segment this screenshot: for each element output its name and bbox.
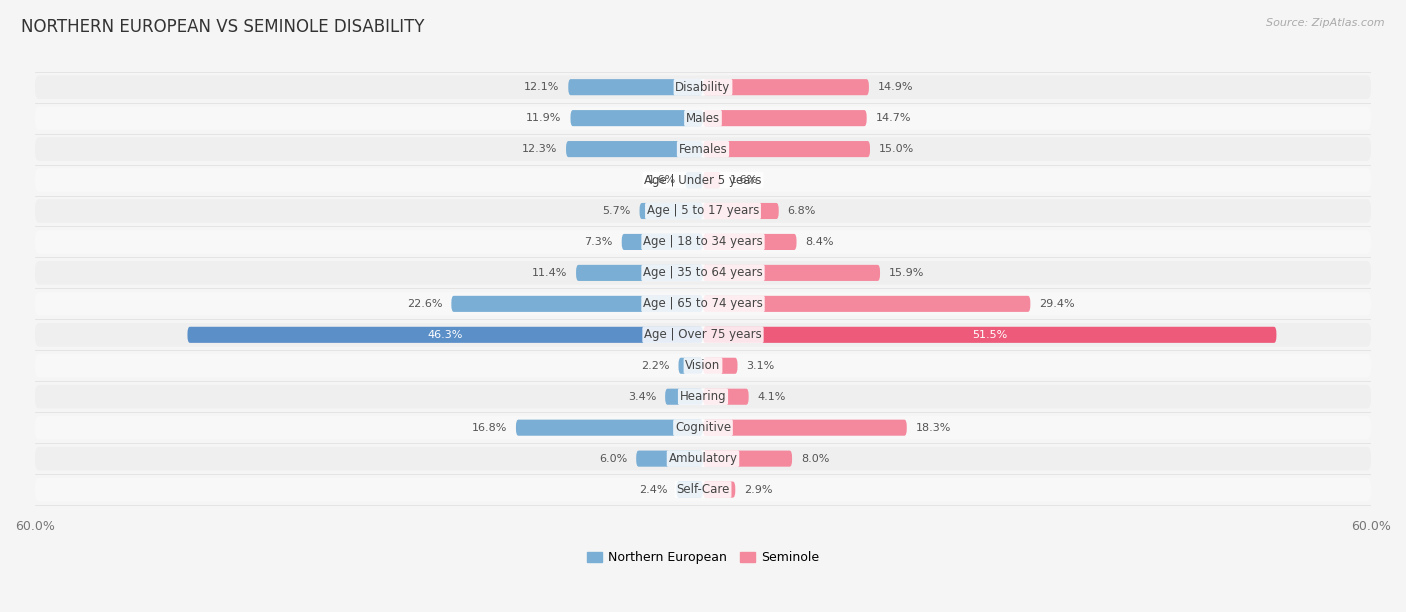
FancyBboxPatch shape [35, 75, 1371, 99]
Text: Age | 35 to 64 years: Age | 35 to 64 years [643, 266, 763, 280]
FancyBboxPatch shape [703, 420, 907, 436]
Text: 3.1%: 3.1% [747, 360, 775, 371]
FancyBboxPatch shape [35, 447, 1371, 471]
FancyBboxPatch shape [703, 389, 748, 405]
Text: Age | 18 to 34 years: Age | 18 to 34 years [643, 236, 763, 248]
FancyBboxPatch shape [35, 168, 1371, 192]
Text: 12.1%: 12.1% [524, 82, 560, 92]
FancyBboxPatch shape [35, 323, 1371, 346]
Text: Self-Care: Self-Care [676, 483, 730, 496]
FancyBboxPatch shape [703, 172, 721, 188]
FancyBboxPatch shape [703, 450, 792, 467]
FancyBboxPatch shape [35, 106, 1371, 130]
Text: Age | Under 5 years: Age | Under 5 years [644, 174, 762, 187]
FancyBboxPatch shape [703, 110, 866, 126]
Text: Males: Males [686, 111, 720, 125]
Text: Disability: Disability [675, 81, 731, 94]
FancyBboxPatch shape [571, 110, 703, 126]
Text: Hearing: Hearing [679, 390, 727, 403]
Text: 14.9%: 14.9% [877, 82, 914, 92]
FancyBboxPatch shape [703, 296, 1031, 312]
Text: 4.1%: 4.1% [758, 392, 786, 401]
FancyBboxPatch shape [35, 230, 1371, 254]
Text: Age | 65 to 74 years: Age | 65 to 74 years [643, 297, 763, 310]
FancyBboxPatch shape [676, 482, 703, 498]
Text: Vision: Vision [685, 359, 721, 372]
FancyBboxPatch shape [576, 265, 703, 281]
Text: 8.0%: 8.0% [801, 453, 830, 464]
FancyBboxPatch shape [35, 137, 1371, 161]
Text: Source: ZipAtlas.com: Source: ZipAtlas.com [1267, 18, 1385, 28]
Text: 5.7%: 5.7% [602, 206, 631, 216]
Text: 6.8%: 6.8% [787, 206, 815, 216]
Text: 11.9%: 11.9% [526, 113, 561, 123]
FancyBboxPatch shape [703, 79, 869, 95]
Text: 14.7%: 14.7% [876, 113, 911, 123]
FancyBboxPatch shape [703, 327, 1277, 343]
FancyBboxPatch shape [35, 292, 1371, 316]
FancyBboxPatch shape [679, 358, 703, 374]
FancyBboxPatch shape [665, 389, 703, 405]
Text: Cognitive: Cognitive [675, 421, 731, 434]
FancyBboxPatch shape [703, 141, 870, 157]
Text: 22.6%: 22.6% [406, 299, 443, 309]
Text: 51.5%: 51.5% [972, 330, 1007, 340]
Text: Age | Over 75 years: Age | Over 75 years [644, 328, 762, 341]
Text: 7.3%: 7.3% [585, 237, 613, 247]
FancyBboxPatch shape [35, 416, 1371, 439]
Text: Age | 5 to 17 years: Age | 5 to 17 years [647, 204, 759, 217]
FancyBboxPatch shape [35, 478, 1371, 501]
Text: 1.6%: 1.6% [730, 175, 758, 185]
Text: 2.4%: 2.4% [638, 485, 668, 494]
Text: Ambulatory: Ambulatory [668, 452, 738, 465]
FancyBboxPatch shape [567, 141, 703, 157]
FancyBboxPatch shape [516, 420, 703, 436]
Text: 18.3%: 18.3% [915, 423, 950, 433]
Text: 2.2%: 2.2% [641, 360, 669, 371]
FancyBboxPatch shape [35, 354, 1371, 378]
Text: 15.0%: 15.0% [879, 144, 914, 154]
FancyBboxPatch shape [685, 172, 703, 188]
FancyBboxPatch shape [703, 234, 797, 250]
Legend: Northern European, Seminole: Northern European, Seminole [582, 547, 824, 569]
Text: 3.4%: 3.4% [628, 392, 657, 401]
FancyBboxPatch shape [35, 200, 1371, 223]
Text: 6.0%: 6.0% [599, 453, 627, 464]
Text: NORTHERN EUROPEAN VS SEMINOLE DISABILITY: NORTHERN EUROPEAN VS SEMINOLE DISABILITY [21, 18, 425, 36]
FancyBboxPatch shape [621, 234, 703, 250]
Text: 11.4%: 11.4% [531, 268, 567, 278]
Text: 29.4%: 29.4% [1039, 299, 1074, 309]
Text: 15.9%: 15.9% [889, 268, 924, 278]
Text: 16.8%: 16.8% [471, 423, 508, 433]
Text: Females: Females [679, 143, 727, 155]
FancyBboxPatch shape [35, 385, 1371, 408]
Text: 2.9%: 2.9% [744, 485, 773, 494]
FancyBboxPatch shape [703, 358, 738, 374]
FancyBboxPatch shape [703, 265, 880, 281]
Text: 46.3%: 46.3% [427, 330, 463, 340]
FancyBboxPatch shape [640, 203, 703, 219]
FancyBboxPatch shape [187, 327, 703, 343]
Text: 12.3%: 12.3% [522, 144, 557, 154]
FancyBboxPatch shape [568, 79, 703, 95]
Text: 8.4%: 8.4% [806, 237, 834, 247]
FancyBboxPatch shape [636, 450, 703, 467]
FancyBboxPatch shape [451, 296, 703, 312]
FancyBboxPatch shape [703, 203, 779, 219]
Text: 1.6%: 1.6% [648, 175, 676, 185]
FancyBboxPatch shape [703, 482, 735, 498]
FancyBboxPatch shape [35, 261, 1371, 285]
